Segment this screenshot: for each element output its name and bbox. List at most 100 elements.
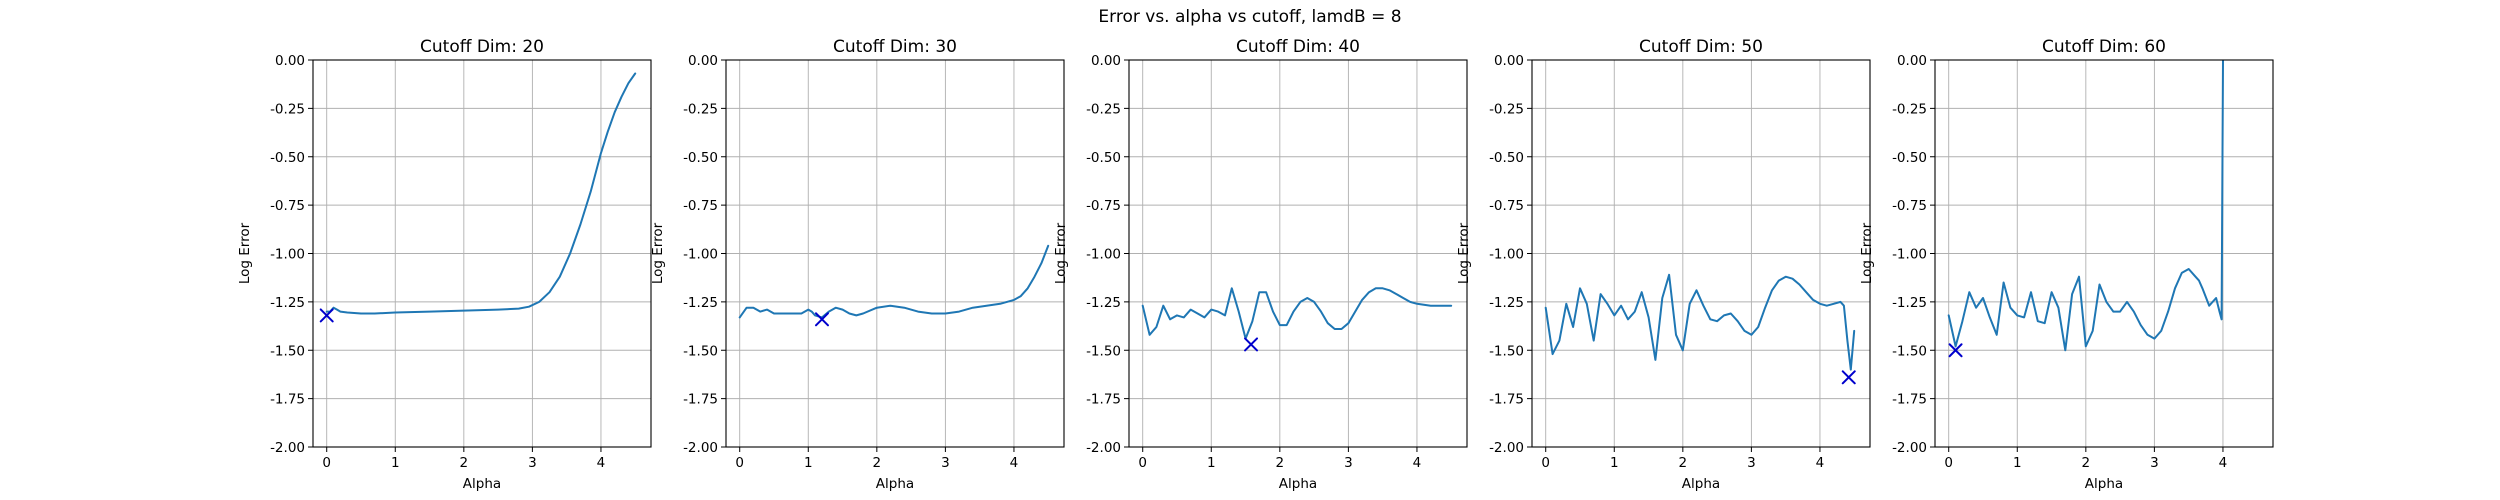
y-tick-label: -0.50 <box>270 150 305 166</box>
plot-frame <box>1531 59 1871 448</box>
y-tick-label: -1.25 <box>1892 295 1927 311</box>
subplot-title: Cutoff Dim: 20 <box>420 37 544 57</box>
y-tick-label: -2.00 <box>1086 440 1121 456</box>
y-tick-label: -1.00 <box>683 247 718 263</box>
subplot-cutoff-2: -2.00 -1.75 -1.50 -1.25 -1.00 -0.75 -0.50 -0.25… <box>650 37 1065 492</box>
series-line <box>1141 287 1453 340</box>
x-tick-label: 0 <box>735 455 744 471</box>
plot-frame <box>312 59 652 448</box>
minimum-marker <box>1244 337 1259 352</box>
subplot-title: Cutoff Dim: 60 <box>2042 37 2166 57</box>
x-tick-label: 3 <box>528 455 537 471</box>
figure-title: Error vs. alpha vs cutoff, lamdB = 8 <box>1098 7 1401 27</box>
x-tick-label: 2 <box>2082 455 2091 471</box>
subplot-title: Cutoff Dim: 30 <box>833 37 957 57</box>
x-tick-label: 1 <box>1207 455 1216 471</box>
y-tick-label: -0.25 <box>1086 101 1121 117</box>
y-tick-label: -1.50 <box>270 343 305 359</box>
x-tick-label: 2 <box>1679 455 1688 471</box>
x-tick-label: 4 <box>2219 455 2228 471</box>
y-tick-label: -1.75 <box>683 392 718 408</box>
x-tick-label: 1 <box>2013 455 2022 471</box>
y-axis-label: Log Error <box>1053 222 1069 284</box>
y-axis-label: Log Error <box>1859 222 1875 284</box>
y-tick-label: -0.50 <box>1489 150 1524 166</box>
y-tick-label: -1.50 <box>683 343 718 359</box>
plot-frame <box>1128 59 1468 448</box>
y-tick-label: -0.25 <box>1489 101 1524 117</box>
plot-frame <box>1934 59 2274 448</box>
x-axis-label: Alpha <box>876 476 914 492</box>
y-tick-label: -1.75 <box>1086 392 1121 408</box>
x-tick-label: 1 <box>1610 455 1619 471</box>
x-tick-label: 0 <box>1944 455 1953 471</box>
y-tick-label: -1.50 <box>1489 343 1524 359</box>
y-axis-label: Log Error <box>650 222 666 284</box>
y-tick-label: 0.00 <box>275 53 305 69</box>
subplot-cutoff-5: -2.00 -1.75 -1.50 -1.25 -1.00 -0.75 -0.50 -0.25… <box>1859 37 2274 492</box>
series-line <box>1947 60 2224 352</box>
y-tick-label: -1.25 <box>1086 295 1121 311</box>
x-tick-label: 1 <box>804 455 813 471</box>
y-tick-label: -1.75 <box>270 392 305 408</box>
y-tick-label: -1.25 <box>1489 295 1524 311</box>
x-tick-label: 4 <box>597 455 606 471</box>
y-tick-label: -0.75 <box>1892 198 1927 214</box>
subplots: -2.00 -1.75 -1.50 -1.25 -1.00 -0.75 -0.50 -0.25… <box>237 37 2274 492</box>
y-tick-label: -0.75 <box>683 198 718 214</box>
y-axis-label: Log Error <box>237 222 253 284</box>
y-tick-label: -1.50 <box>1086 343 1121 359</box>
y-tick-label: 0.00 <box>1494 53 1524 69</box>
y-tick-label: -0.50 <box>1892 150 1927 166</box>
minimum-marker <box>1948 343 1963 358</box>
x-tick-label: 4 <box>1010 455 1019 471</box>
x-tick-label: 2 <box>460 455 469 471</box>
y-tick-label: -1.75 <box>1892 392 1927 408</box>
x-tick-label: 3 <box>2150 455 2159 471</box>
y-tick-label: -1.00 <box>1489 247 1524 263</box>
y-tick-label: 0.00 <box>1897 53 1927 69</box>
y-tick-label: -1.00 <box>1892 247 1927 263</box>
y-tick-label: -0.25 <box>683 101 718 117</box>
y-tick-label: -0.25 <box>1892 101 1927 117</box>
x-tick-label: 2 <box>873 455 882 471</box>
y-tick-label: -2.00 <box>1892 440 1927 456</box>
series-line <box>1544 273 1856 371</box>
y-tick-label: -1.00 <box>1086 247 1121 263</box>
x-tick-label: 3 <box>1344 455 1353 471</box>
y-tick-label: -2.00 <box>1489 440 1524 456</box>
y-tick-label: -0.25 <box>270 101 305 117</box>
minimum-marker <box>319 308 334 323</box>
y-tick-label: -0.75 <box>1489 198 1524 214</box>
y-tick-label: -0.50 <box>1086 150 1121 166</box>
subplot-title: Cutoff Dim: 50 <box>1639 37 1763 57</box>
subplot-cutoff-1: -2.00 -1.75 -1.50 -1.25 -1.00 -0.75 -0.50 -0.25… <box>237 37 652 492</box>
y-tick-label: -0.75 <box>270 198 305 214</box>
x-axis-label: Alpha <box>1682 476 1720 492</box>
plot-frame <box>725 59 1065 448</box>
x-tick-label: 0 <box>322 455 331 471</box>
series-line <box>738 244 1050 319</box>
y-axis-label: Log Error <box>1456 222 1472 284</box>
x-tick-label: 0 <box>1138 455 1147 471</box>
y-tick-label: -2.00 <box>683 440 718 456</box>
y-tick-label: -1.75 <box>1489 392 1524 408</box>
x-tick-label: 4 <box>1413 455 1422 471</box>
minimum-marker <box>814 312 829 327</box>
x-tick-label: 0 <box>1541 455 1550 471</box>
y-tick-label: -0.50 <box>683 150 718 166</box>
y-tick-label: 0.00 <box>688 53 718 69</box>
subplot-title: Cutoff Dim: 40 <box>1236 37 1360 57</box>
x-axis-label: Alpha <box>2085 476 2123 492</box>
x-tick-label: 3 <box>1747 455 1756 471</box>
x-tick-label: 4 <box>1816 455 1825 471</box>
series-line <box>325 72 637 315</box>
y-tick-label: -1.25 <box>683 295 718 311</box>
x-tick-label: 2 <box>1276 455 1285 471</box>
x-tick-label: 3 <box>941 455 950 471</box>
y-tick-label: -0.75 <box>1086 198 1121 214</box>
y-tick-label: -1.50 <box>1892 343 1927 359</box>
x-axis-label: Alpha <box>463 476 501 492</box>
x-tick-label: 1 <box>391 455 400 471</box>
